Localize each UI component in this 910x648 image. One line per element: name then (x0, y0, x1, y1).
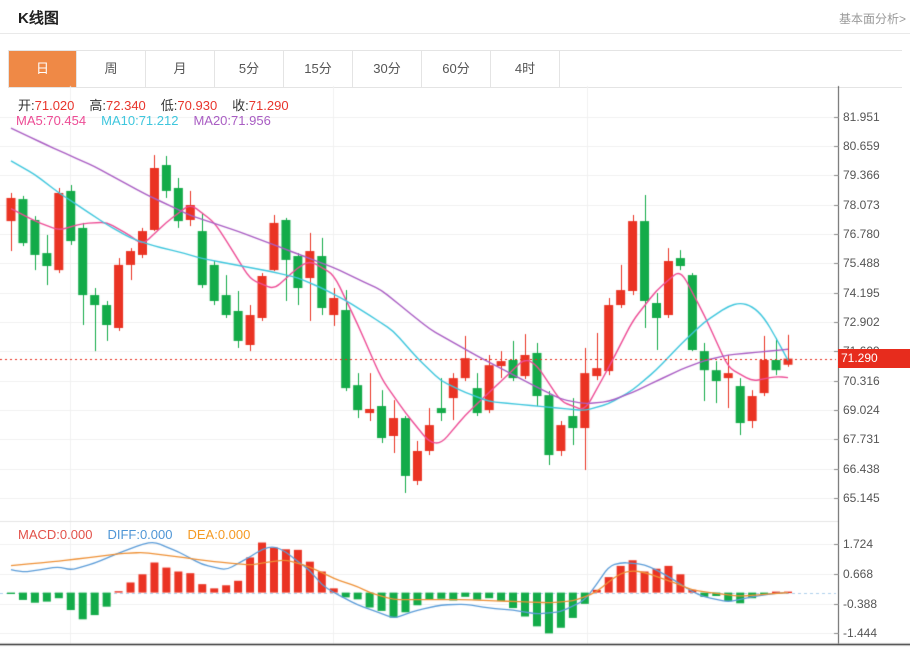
axis-tick-label: 69.024 (843, 403, 880, 418)
axis-tick-label: 75.488 (843, 256, 880, 271)
current-price-badge: 71.290 (838, 349, 910, 369)
macd-legend: MACD:0.000 DIFF:0.000 DEA:0.000 (18, 527, 265, 542)
legend-item: 高:72.340 (89, 98, 146, 113)
axis-tick-label: -0.388 (843, 596, 878, 611)
axis-tick-label: 74.195 (843, 285, 880, 300)
legend-item: 开:71.020 (18, 98, 75, 113)
axis-tick-label: 66.438 (843, 461, 880, 476)
axis-tick-label: 79.366 (843, 168, 880, 183)
legend-item: 收:71.290 (232, 98, 289, 113)
axis-tick-label: 72.902 (843, 315, 880, 330)
legend-item: DEA:0.000 (187, 527, 251, 542)
legend-item: MACD:0.000 (18, 527, 93, 542)
legend-item: MA10:71.212 (101, 113, 179, 128)
axis-tick-label: 76.780 (843, 227, 880, 242)
axis-tick-label: 80.659 (843, 139, 880, 154)
legend-item: 低:70.930 (160, 98, 218, 113)
axis-tick-label: 78.073 (843, 197, 880, 212)
legend-item: MA5:70.454 (16, 113, 87, 128)
legend-item: MA20:71.956 (193, 113, 271, 128)
axis-tick-label: 65.145 (843, 491, 880, 506)
axis-tick-label: 67.731 (843, 432, 880, 447)
axis-tick-label: 81.951 (843, 109, 880, 124)
axis-tick-label: -1.444 (843, 626, 878, 641)
axis-tick-label: 0.668 (843, 566, 874, 581)
ma-legend: MA5:70.454 MA10:71.212 MA20:71.956 (16, 113, 286, 128)
ohlc-legend: 开:71.020 高:72.340 低:70.930 收:71.290 (18, 95, 304, 114)
axis-tick-label: 70.316 (843, 373, 880, 388)
legend-item: DIFF:0.000 (107, 527, 173, 542)
axis-tick-label: 1.724 (843, 537, 874, 552)
